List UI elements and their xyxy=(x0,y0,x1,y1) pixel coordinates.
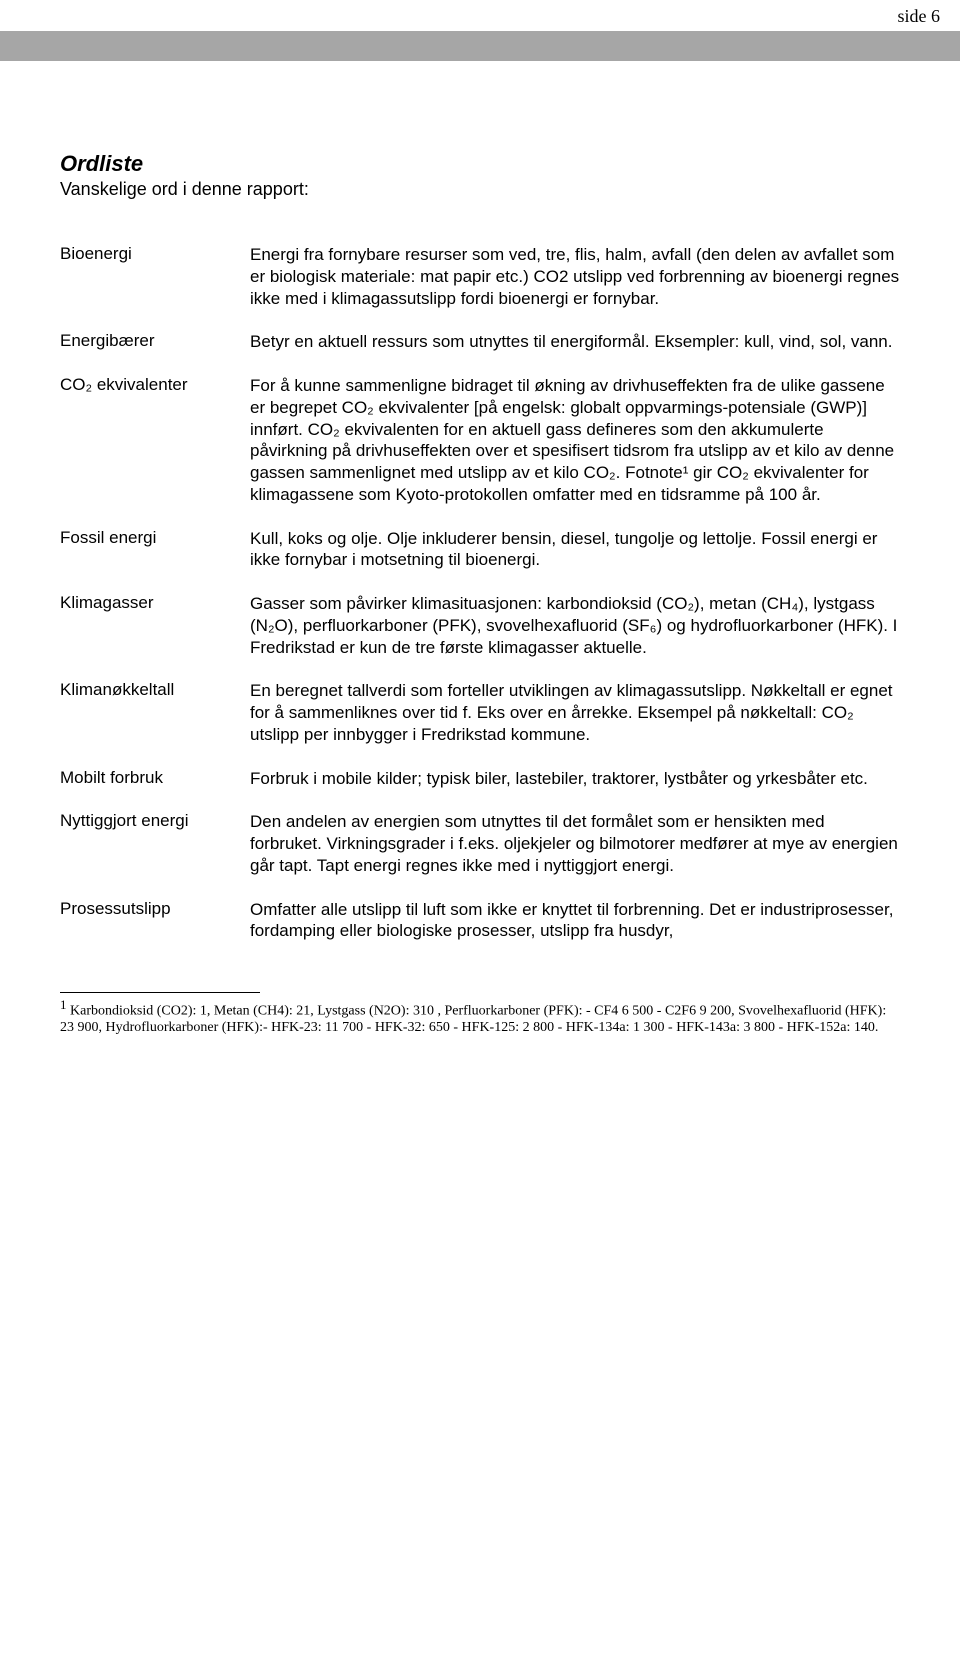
definition-term: Klimanøkkeltall xyxy=(60,680,250,767)
definition-text: Energi fra fornybare resurser som ved, t… xyxy=(250,244,900,331)
definition-text: En beregnet tallverdi som forteller utvi… xyxy=(250,680,900,767)
definition-text: Kull, koks og olje. Olje inkluderer bens… xyxy=(250,528,900,594)
definition-term: Prosessutslipp xyxy=(60,899,250,965)
definition-term: Energibærer xyxy=(60,331,250,375)
footnote-separator xyxy=(60,992,260,993)
definition-term: Mobilt forbruk xyxy=(60,768,250,812)
definition-text: Betyr en aktuell ressurs som utnyttes ti… xyxy=(250,331,900,375)
definition-row: Nyttiggjort energi Den andelen av energi… xyxy=(60,811,900,898)
definition-row: Klimagasser Gasser som påvirker klimasit… xyxy=(60,593,900,680)
page-content: Ordliste Vanskelige ord i denne rapport:… xyxy=(0,61,960,984)
definition-row: Fossil energi Kull, koks og olje. Olje i… xyxy=(60,528,900,594)
definition-row: Energibærer Betyr en aktuell ressurs som… xyxy=(60,331,900,375)
definition-term: Nyttiggjort energi xyxy=(60,811,250,898)
definition-term: Fossil energi xyxy=(60,528,250,594)
definition-row: Klimanøkkeltall En beregnet tallverdi so… xyxy=(60,680,900,767)
page-subtitle: Vanskelige ord i denne rapport: xyxy=(60,179,900,200)
definition-text: Den andelen av energien som utnyttes til… xyxy=(250,811,900,898)
footnote-text: Karbondioksid (CO2): 1, Metan (CH4): 21,… xyxy=(60,1004,886,1036)
definition-row: Bioenergi Energi fra fornybare resurser … xyxy=(60,244,900,331)
page-number: side 6 xyxy=(0,0,960,31)
definition-term: Bioenergi xyxy=(60,244,250,331)
definition-text: Omfatter alle utslipp til luft som ikke … xyxy=(250,899,900,965)
definition-term: CO₂ ekvivalenter xyxy=(60,375,250,528)
definition-row: CO₂ ekvivalenter For å kunne sammenligne… xyxy=(60,375,900,528)
definition-row: Mobilt forbruk Forbruk i mobile kilder; … xyxy=(60,768,900,812)
definition-text: Gasser som påvirker klimasituasjonen: ka… xyxy=(250,593,900,680)
footnote-marker: 1 xyxy=(60,997,67,1012)
definition-term: Klimagasser xyxy=(60,593,250,680)
page-title: Ordliste xyxy=(60,151,900,177)
definition-row: Prosessutslipp Omfatter alle utslipp til… xyxy=(60,899,900,965)
definition-text: Forbruk i mobile kilder; typisk biler, l… xyxy=(250,768,900,812)
definition-text: For å kunne sammenligne bidraget til økn… xyxy=(250,375,900,528)
definition-list: Bioenergi Energi fra fornybare resurser … xyxy=(60,244,900,964)
header-band xyxy=(0,31,960,61)
footnote: 1 Karbondioksid (CO2): 1, Metan (CH4): 2… xyxy=(0,997,960,1051)
